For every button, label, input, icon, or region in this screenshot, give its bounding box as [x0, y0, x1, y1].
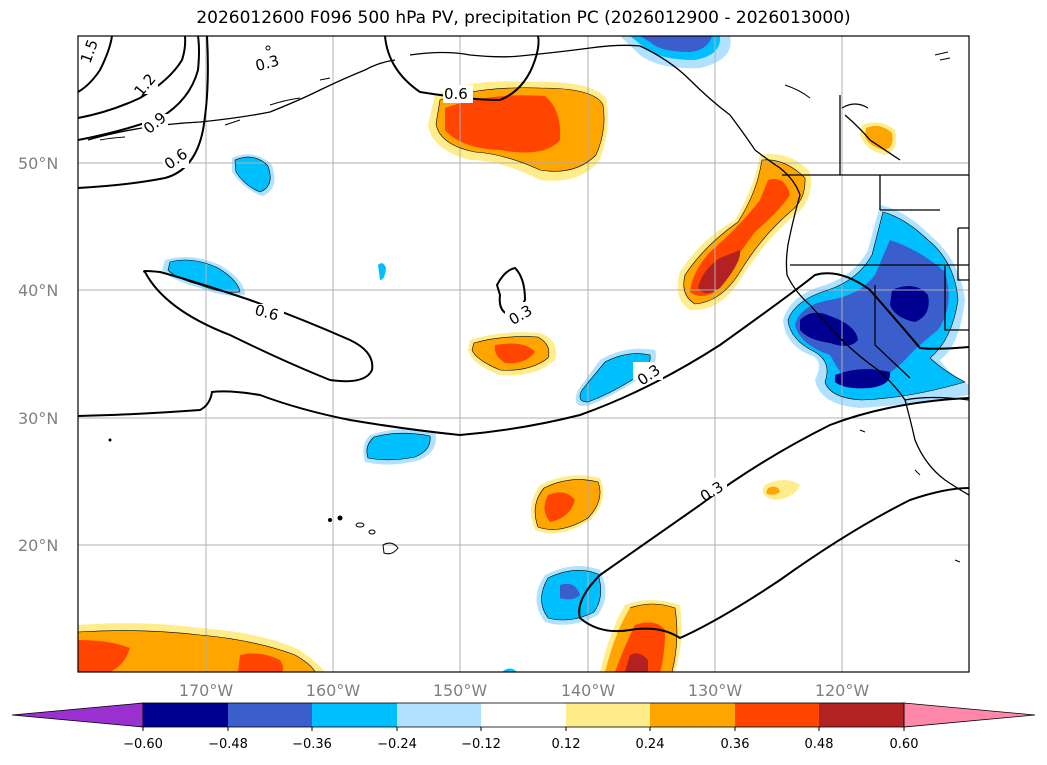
colorbar-tick-label: −0.60 [123, 737, 163, 752]
colorbar-segment [735, 703, 819, 727]
colorbar: −0.60 −0.48 −0.36 −0.24 −0.12 0.12 0.24 … [11, 702, 1036, 752]
colorbar-tick-label: 0.24 [636, 737, 665, 752]
lon-label: 160°W [306, 681, 361, 700]
lat-label: 20°N [18, 536, 58, 555]
map-title: 2026012600 F096 500 hPa PV, precipitatio… [196, 8, 851, 28]
colorbar-segment [312, 703, 397, 727]
colorbar-extend-max [903, 702, 1036, 728]
lon-label: 170°W [179, 681, 234, 700]
lon-label: 130°W [688, 681, 743, 700]
precip-outline [78, 87, 966, 672]
colorbar-segment [143, 703, 228, 727]
contour-label: 0.3 [253, 51, 281, 75]
contour-label: 1.5 [77, 37, 102, 66]
colorbar-segment [397, 703, 481, 727]
lon-label: 150°W [433, 681, 488, 700]
colorbar-segment [566, 703, 650, 727]
contour-label: 0.6 [444, 85, 468, 103]
lon-label: 120°W [815, 681, 870, 700]
colorbar-segment [481, 703, 566, 727]
colorbar-tick-label: 0.48 [805, 737, 834, 752]
colorbar-tick-label: 0.12 [552, 737, 581, 752]
colorbar-tick-label: 0.60 [890, 737, 919, 752]
map-area: 1.5 1.2 0.9 0.6 0.3 0.6 0.6 0.3 0.3 0.3 [77, 36, 969, 672]
lat-label: 40°N [18, 281, 58, 300]
precip-shading [78, 36, 969, 672]
contour-label: 0.6 [253, 301, 281, 325]
map-frame [77, 35, 970, 673]
lat-label: 30°N [18, 409, 58, 428]
colorbar-segment [228, 703, 312, 727]
colorbar-segment [650, 703, 735, 727]
colorbar-tick-label: 0.36 [721, 737, 750, 752]
colorbar-tick-label: −0.24 [377, 737, 417, 752]
colorbar-tick-label: −0.48 [208, 737, 248, 752]
colorbar-tick-label: −0.36 [292, 737, 332, 752]
lat-labels: 50°N 40°N 30°N 20°N [18, 154, 58, 555]
colorbar-extend-min [11, 702, 144, 728]
colorbar-segment [819, 703, 904, 727]
lon-labels: 170°W 160°W 150°W 140°W 130°W 120°W [179, 681, 870, 700]
islands [99, 45, 961, 563]
lon-label: 140°W [561, 681, 616, 700]
pv-contours [78, 36, 969, 640]
colorbar-tick-label: −0.12 [461, 737, 501, 752]
lat-label: 50°N [18, 154, 58, 173]
